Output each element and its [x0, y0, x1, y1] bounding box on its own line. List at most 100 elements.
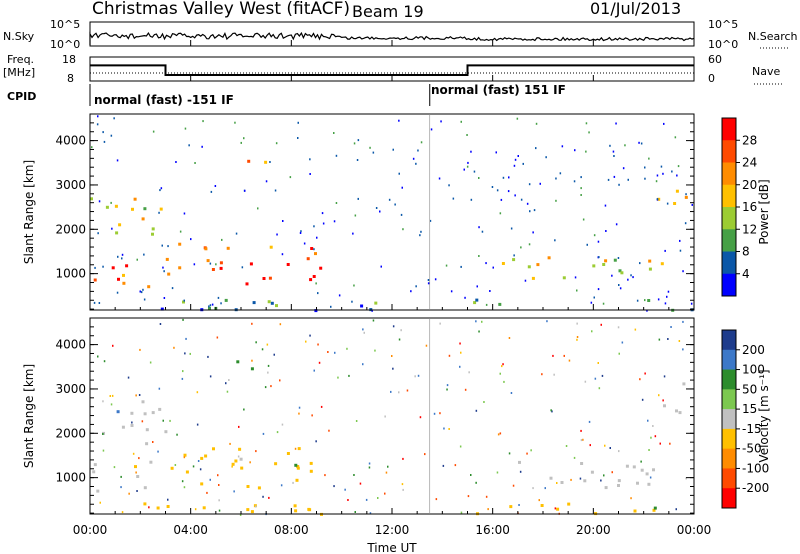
echo-cell	[130, 411, 134, 415]
echo-cell	[498, 302, 502, 306]
echo-cell	[604, 259, 608, 263]
echo-speckle	[446, 388, 448, 391]
echo-speckle	[415, 285, 417, 288]
echo-cell	[684, 195, 688, 199]
echo-speckle	[193, 263, 196, 266]
echo-speckle	[152, 441, 154, 443]
echo-speckle	[433, 412, 436, 415]
echo-speckle	[459, 365, 461, 368]
echo-speckle	[585, 150, 587, 153]
echo-speckle	[215, 263, 217, 266]
echo-speckle	[192, 465, 195, 468]
echo-cell	[151, 227, 155, 231]
colorbar-swatch	[722, 273, 736, 297]
echo-speckle	[384, 415, 386, 418]
echo-speckle	[518, 504, 520, 506]
echo-cell	[501, 262, 505, 265]
echo-cell	[96, 489, 100, 493]
echo-cell	[509, 505, 513, 509]
echo-cell	[239, 457, 243, 461]
echo-speckle	[163, 297, 166, 299]
echo-speckle	[159, 323, 162, 325]
echo-speckle	[121, 257, 123, 260]
echo-speckle	[552, 354, 554, 357]
colorbar-tick-label: -50	[742, 442, 762, 456]
echo-speckle	[417, 374, 420, 377]
echo-cell	[208, 306, 211, 310]
echo-cell	[143, 486, 147, 490]
echo-speckle	[98, 302, 101, 304]
echo-speckle	[586, 243, 588, 246]
echo-speckle	[353, 284, 355, 287]
echo-cell	[648, 267, 652, 271]
echo-speckle	[309, 173, 311, 175]
echo-speckle	[597, 362, 599, 364]
echo-speckle	[611, 274, 613, 277]
echo-speckle	[450, 290, 453, 293]
date-label: 01/Jul/2013	[590, 0, 681, 18]
echo-speckle	[281, 423, 284, 426]
echo-speckle	[388, 198, 391, 201]
echo-speckle	[385, 471, 388, 474]
echo-speckle	[276, 431, 279, 434]
echo-cell	[264, 160, 268, 164]
echo-speckle	[372, 151, 375, 154]
echo-speckle	[691, 203, 693, 206]
echo-speckle	[513, 254, 515, 257]
echo-speckle	[613, 155, 615, 157]
echo-speckle	[183, 456, 186, 459]
velocity-echoes	[92, 318, 687, 516]
echo-speckle	[644, 166, 646, 169]
echo-speckle	[667, 290, 670, 293]
echo-speckle	[300, 230, 302, 233]
echo-speckle	[550, 409, 552, 412]
power-y-label: Slant Range [km]	[22, 160, 36, 264]
echo-speckle	[111, 227, 113, 230]
colorbar-tick-label: 200	[742, 343, 765, 357]
echo-cell	[536, 263, 540, 267]
echo-speckle	[619, 287, 622, 290]
echo-speckle	[97, 232, 99, 235]
colorbar-swatch	[722, 369, 736, 390]
echo-speckle	[478, 330, 480, 333]
echo-cell	[130, 424, 134, 427]
velocity-plot-background	[90, 318, 694, 514]
echo-speckle	[463, 168, 465, 171]
echo-speckle	[466, 134, 468, 136]
echo-speckle	[392, 367, 394, 370]
echo-cell	[617, 479, 621, 483]
echo-speckle	[580, 176, 582, 179]
echo-speckle	[97, 115, 99, 118]
echo-cell	[360, 304, 364, 308]
echo-cell	[549, 476, 553, 480]
echo-speckle	[674, 136, 677, 139]
echo-speckle	[228, 379, 230, 381]
echo-speckle	[113, 117, 115, 120]
echo-speckle	[352, 232, 354, 235]
colorbar-swatch	[722, 251, 736, 275]
echo-speckle	[492, 266, 494, 269]
echo-cell	[133, 197, 137, 201]
echo-speckle	[478, 255, 480, 257]
echo-speckle	[460, 265, 462, 268]
echo-speckle	[603, 474, 605, 477]
echo-speckle	[355, 420, 358, 422]
time-tick-label: 00:00	[677, 523, 712, 537]
echo-speckle	[328, 429, 330, 432]
echo-speckle	[445, 264, 448, 267]
echo-speckle	[99, 501, 101, 504]
echo-speckle	[439, 412, 441, 415]
echo-speckle	[415, 162, 417, 165]
echo-speckle	[110, 403, 113, 406]
echo-cell	[309, 461, 313, 465]
echo-speckle	[181, 377, 184, 380]
echo-cell	[250, 510, 254, 514]
nsky-tick-bottom: 10^0	[50, 38, 80, 51]
echo-speckle	[685, 477, 687, 480]
echo-cell	[117, 277, 120, 281]
echo-speckle	[375, 207, 378, 209]
echo-speckle	[622, 167, 625, 170]
echo-speckle	[158, 387, 161, 390]
echo-cell	[473, 301, 477, 305]
echo-speckle	[649, 476, 652, 479]
